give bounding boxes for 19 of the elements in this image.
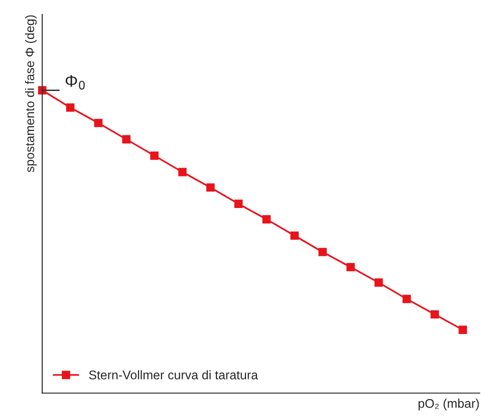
point: [206, 183, 215, 192]
point: [234, 200, 243, 208]
point: [318, 248, 327, 256]
x-axis-title: pO₂ (mbar): [418, 398, 479, 410]
point: [402, 294, 411, 304]
point: [458, 326, 467, 334]
text: Φ$_{0}$: [66, 75, 85, 90]
legend-label: Stern-Vollmer curva di taratura: [89, 370, 258, 380]
point: [262, 215, 271, 224]
point: [346, 262, 355, 272]
point: [122, 135, 131, 144]
point: [430, 310, 439, 319]
point: [178, 168, 187, 176]
point: [374, 278, 383, 287]
point: [150, 152, 159, 160]
point: [66, 103, 74, 112]
y-axis-title: spostamento di fase Φ (deg): [25, 15, 37, 172]
point: [94, 118, 102, 128]
point: [290, 231, 299, 240]
